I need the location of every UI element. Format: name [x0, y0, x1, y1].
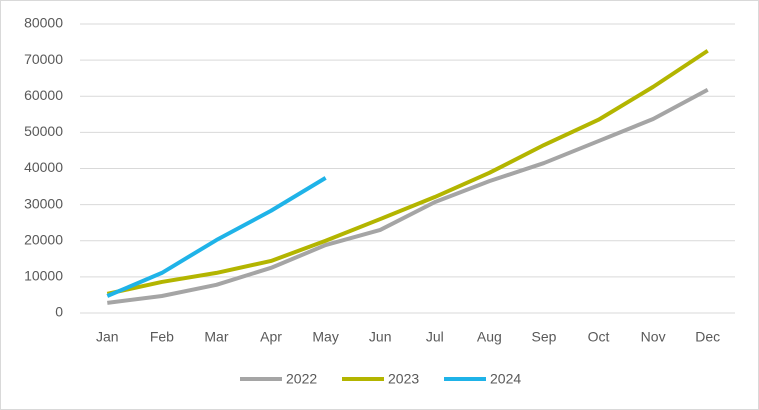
- y-tick-label: 20000: [24, 231, 63, 247]
- y-tick-label: 60000: [24, 87, 63, 103]
- x-tick-label: Sep: [531, 329, 556, 345]
- x-tick-label: Jun: [369, 329, 392, 345]
- legend-label: 2022: [286, 371, 317, 387]
- y-tick-label: 80000: [24, 15, 63, 31]
- series-line: [106, 49, 709, 296]
- y-tick-label: 70000: [24, 51, 63, 67]
- x-tick-label: Aug: [477, 329, 502, 345]
- y-tick-label: 0: [55, 304, 63, 320]
- x-tick-label: Feb: [150, 329, 174, 345]
- series-line: [107, 87, 709, 305]
- x-tick-label: Jan: [96, 329, 119, 345]
- y-tick-label: 50000: [24, 123, 63, 139]
- x-tick-label: Jul: [426, 329, 444, 345]
- y-tick-label: 30000: [24, 195, 63, 211]
- legend-label: 2024: [490, 371, 521, 387]
- x-tick-label: Nov: [641, 329, 666, 345]
- legend-label: 2023: [388, 371, 419, 387]
- series-line: [106, 176, 327, 298]
- y-tick-label: 10000: [24, 268, 63, 284]
- x-tick-label: Mar: [204, 329, 228, 345]
- y-tick-label: 40000: [24, 159, 63, 175]
- x-tick-label: Dec: [695, 329, 720, 345]
- x-tick-label: May: [312, 329, 338, 345]
- x-tick-label: Apr: [260, 329, 282, 345]
- x-tick-label: Oct: [588, 329, 610, 345]
